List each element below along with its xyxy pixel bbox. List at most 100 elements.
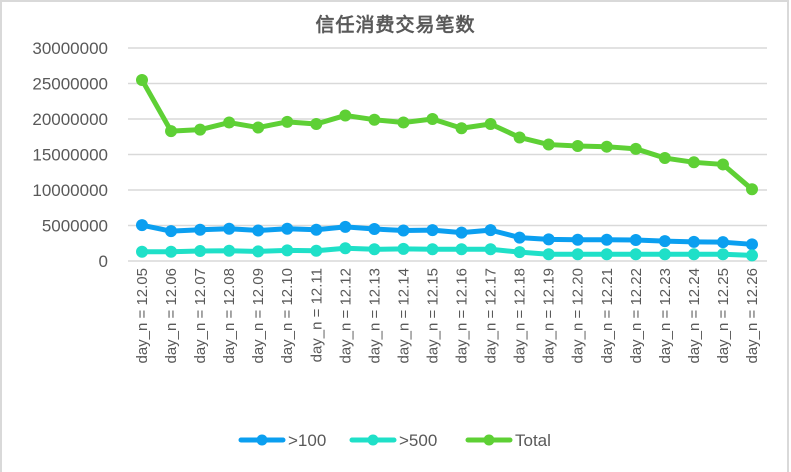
data-point (687, 235, 700, 248)
data-point (426, 224, 439, 237)
legend-label: Total (515, 431, 551, 450)
legend-item: >500 (349, 431, 437, 450)
data-point (368, 113, 381, 126)
legend: >100 >500 Total (238, 431, 551, 450)
data-point (397, 224, 410, 237)
data-point (310, 117, 323, 130)
data-point (397, 116, 410, 129)
data-point (426, 243, 439, 256)
data-point (455, 243, 468, 256)
x-tick-label: day_n = 12.06 (163, 268, 180, 364)
data-point (542, 138, 555, 151)
x-tick-label: day_n = 12.08 (221, 268, 238, 364)
data-point (194, 223, 207, 236)
x-tick-label: day_n = 12.14 (395, 268, 412, 364)
data-point (281, 115, 294, 128)
data-point (600, 140, 613, 153)
x-axis: day_n = 12.05 day_n = 12.06 day_n = 12.07 d… (134, 268, 761, 364)
data-point (455, 122, 468, 135)
data-point (571, 248, 584, 261)
data-point (687, 248, 700, 261)
legend-label: >100 (288, 431, 326, 450)
x-tick-label: day_n = 12.15 (424, 268, 441, 364)
data-point (716, 248, 729, 261)
x-tick-label: day_n = 12.20 (570, 268, 587, 364)
series-lines (136, 73, 758, 262)
x-tick-label: day_n = 12.12 (337, 268, 354, 364)
data-point (746, 183, 758, 196)
data-point (600, 248, 613, 261)
y-axis: 0 5000000 10000000 15000000 20000000 25000000… (32, 39, 108, 271)
x-tick-label: day_n = 12.13 (366, 268, 383, 364)
series-100 (136, 219, 758, 251)
data-point (281, 244, 294, 257)
x-tick-label: day_n = 12.05 (134, 268, 151, 364)
data-point (397, 242, 410, 255)
data-point (658, 235, 671, 248)
legend-item: Total (465, 431, 551, 450)
series-500 (136, 242, 758, 262)
data-point (513, 131, 526, 144)
x-tick-label: day_n = 12.22 (628, 268, 645, 364)
data-point (165, 125, 178, 138)
data-point (223, 222, 236, 235)
series-line (139, 245, 755, 258)
data-point (571, 233, 584, 246)
data-point (426, 113, 439, 125)
x-tick-label: day_n = 12.17 (483, 268, 500, 364)
series-line (139, 77, 755, 192)
data-point (252, 224, 265, 237)
data-point (165, 225, 178, 238)
data-point (542, 233, 555, 246)
data-point (223, 116, 236, 129)
legend-marker-icon (483, 434, 495, 446)
y-tick-label: 10000000 (32, 181, 108, 200)
x-tick-label: day_n = 12.21 (599, 268, 616, 364)
data-point (687, 156, 700, 169)
data-point (252, 121, 265, 134)
series-Total (136, 73, 758, 196)
data-point (746, 249, 758, 262)
legend-label: >500 (399, 431, 437, 450)
legend-item: >100 (238, 431, 326, 450)
x-tick-label: day_n = 12.25 (715, 268, 732, 364)
chart-title: 信任消费交易笔数 (315, 14, 476, 36)
data-point (310, 223, 323, 236)
data-point (658, 248, 671, 261)
y-tick-label: 20000000 (32, 110, 108, 129)
data-point (339, 109, 352, 122)
data-point (455, 226, 468, 239)
data-point (629, 248, 642, 261)
data-point (600, 233, 613, 246)
data-point (716, 236, 729, 249)
series-line (139, 222, 755, 247)
gridlines (128, 47, 767, 262)
x-tick-label: day_n = 12.11 (308, 268, 325, 362)
data-point (136, 245, 148, 258)
data-point (252, 245, 265, 258)
data-point (571, 139, 584, 152)
data-point (339, 242, 352, 255)
y-tick-label: 0 (99, 252, 108, 271)
legend-marker-icon (256, 434, 268, 446)
x-tick-label: day_n = 12.10 (279, 268, 296, 364)
data-point (165, 245, 178, 258)
data-point (368, 223, 381, 236)
x-tick-label: day_n = 12.24 (686, 268, 703, 364)
data-point (136, 219, 148, 232)
y-tick-label: 25000000 (32, 75, 108, 94)
x-tick-label: day_n = 12.23 (657, 268, 674, 364)
data-point (658, 152, 671, 165)
data-point (281, 222, 294, 235)
data-point (223, 244, 236, 257)
data-point (542, 248, 555, 261)
y-tick-label: 30000000 (32, 39, 108, 58)
y-tick-label: 15000000 (32, 146, 108, 165)
x-tick-label: day_n = 12.07 (192, 268, 209, 364)
data-point (194, 245, 207, 258)
data-point (484, 117, 497, 130)
data-point (368, 243, 381, 256)
data-point (136, 73, 148, 86)
